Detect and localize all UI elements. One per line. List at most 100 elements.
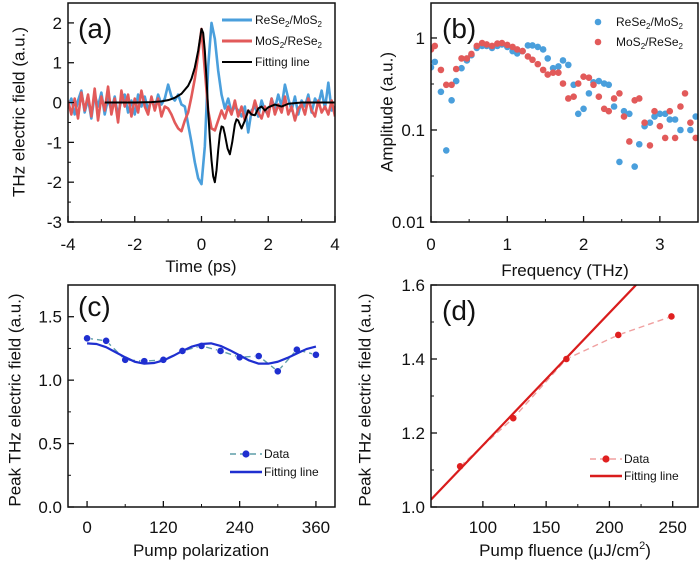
- y-tick-label: 1.6: [401, 276, 425, 295]
- x-tick-label: -2: [127, 235, 142, 254]
- legend-marker: [242, 450, 250, 458]
- y-tick-label: 1: [416, 29, 425, 48]
- axes-frame-b: [430, 2, 699, 223]
- legend-item: Data: [590, 452, 650, 466]
- x-tick-label: 0: [197, 235, 206, 254]
- point-mos2-rese2-49: [677, 103, 684, 110]
- point-mos2-rese2-32: [590, 81, 597, 89]
- point-mos2-rese2-26: [559, 80, 567, 87]
- panel-label: (c): [78, 291, 111, 322]
- x-axis-label: Frequency (THz): [501, 261, 629, 280]
- legend-label: Data: [264, 447, 290, 461]
- point-rese2-mos2-19: [524, 42, 532, 49]
- point-mos2-rese2-46: [661, 134, 669, 142]
- series-data-line: [459, 315, 672, 467]
- y-axis-label: THz electric field (a.u.): [9, 27, 28, 197]
- y-tick-label: 1.2: [401, 424, 425, 443]
- point-rese2-mos2-4: [448, 97, 455, 104]
- legend-swatch: [594, 38, 602, 46]
- point-mos2-rese2-18: [519, 47, 526, 55]
- point-rese2-mos2-51: [692, 113, 698, 120]
- point-data-12: [312, 350, 320, 359]
- point-mos2-rese2-42: [641, 119, 648, 127]
- x-tick-label: 120: [149, 518, 177, 537]
- point-mos2-rese2-23: [544, 71, 552, 78]
- point-mos2-rese2-17: [513, 46, 521, 53]
- x-axis-label: Pump polarization: [133, 541, 269, 560]
- point-mos2-rese2-28: [570, 93, 577, 101]
- point-mos2-rese2-50: [681, 90, 689, 97]
- y-tick-label: 1.5: [38, 308, 62, 327]
- point-mos2-rese2-47: [666, 107, 674, 115]
- point-rese2-mos2-39: [626, 110, 633, 118]
- point-mos2-rese2-33: [595, 93, 603, 101]
- point-rese2-mos2-49: [677, 126, 684, 134]
- point-mos2-rese2-20: [529, 56, 536, 64]
- y-tick-label: 0.01: [392, 213, 425, 232]
- point-data-4: [667, 312, 676, 321]
- x-tick-label: 1: [503, 235, 512, 254]
- point-rese2-mos2-44: [651, 113, 658, 120]
- point-rese2-mos2-48: [671, 116, 679, 123]
- legend-item: Fitting line: [222, 55, 310, 69]
- point-mos2-rese2-24: [549, 69, 557, 76]
- point-mos2-rese2-35: [605, 107, 613, 115]
- legend-item: Fitting line: [590, 469, 679, 483]
- point-mos2-rese2-3: [442, 81, 450, 89]
- point-mos2-rese2-51: [687, 119, 694, 127]
- y-tick-label: -1: [47, 133, 62, 152]
- legend-label: MoS2/ReSe2: [616, 35, 684, 51]
- point-mos2-rese2-37: [616, 90, 623, 97]
- point-rese2-mos2-29: [574, 110, 582, 118]
- point-rese2-mos2-50: [687, 126, 694, 134]
- x-tick-label: 4: [330, 235, 339, 254]
- legend-c: Data Fitting line: [230, 447, 319, 479]
- point-mos2-rese2-38: [620, 113, 628, 120]
- point-rese2-mos2-33: [595, 77, 603, 85]
- point-rese2-mos2-41: [635, 140, 643, 148]
- x-tick-label: 200: [595, 518, 623, 537]
- y-tick-label: 0.1: [401, 121, 425, 140]
- y-axis-label: Peak THz electric field (a.u.): [355, 293, 374, 506]
- point-mos2-rese2-2: [437, 66, 445, 74]
- legend-label: Fitting line: [624, 469, 679, 483]
- point-rese2-mos2-23: [544, 55, 552, 62]
- legend-label: ReSe2/MoS2: [616, 15, 684, 31]
- legend-item: MoS2/ReSe2: [222, 34, 323, 50]
- legend-item: Fitting line: [230, 465, 319, 479]
- point-mos2-rese2-12: [488, 42, 496, 50]
- legend-label: ReSe2/MoS2: [255, 13, 323, 29]
- point-rese2-mos2-2: [437, 88, 445, 96]
- point-rese2-mos2-43: [646, 119, 654, 127]
- plot-area-b: [431, 39, 698, 170]
- y-tick-label: 1.4: [401, 350, 425, 369]
- y-tick-label: 2: [53, 14, 62, 33]
- point-mos2-rese2-48: [671, 134, 679, 142]
- point-rese2-mos2-22: [539, 46, 547, 53]
- point-rese2-mos2-27: [565, 61, 572, 69]
- legend-b: ReSe2/MoS2 MoS2/ReSe2: [594, 15, 684, 51]
- legend-label: Data: [624, 452, 650, 466]
- y-tick-label: 1: [53, 54, 62, 73]
- legend-label: Fitting line: [264, 465, 319, 479]
- legend-swatch: [594, 18, 602, 26]
- point-rese2-mos2-36: [610, 103, 618, 110]
- point-mos2-rese2-8: [468, 50, 475, 58]
- x-tick-label: 250: [659, 518, 687, 537]
- plot-area-a: [68, 21, 335, 186]
- point-mos2-rese2-19: [524, 53, 532, 60]
- y-tick-label: -3: [47, 213, 62, 232]
- point-data-0: [83, 334, 91, 343]
- point-mos2-rese2-5: [452, 65, 460, 73]
- panel-label: (b): [442, 13, 476, 44]
- y-tick-label: 0: [53, 94, 62, 113]
- point-mos2-rese2-29: [574, 80, 582, 87]
- point-mos2-rese2-45: [656, 122, 664, 130]
- panel-c: 0 120 240 360 0.0 0.5 1.0 1.5 Peak THz electric …: [5, 284, 336, 560]
- panel-a: -4 -2 0 2 4 -3 -2 -1 0 1 2 THz electric field (a.u.…: [9, 2, 340, 276]
- x-tick-label: 100: [469, 518, 497, 537]
- point-data-1: [102, 336, 111, 345]
- point-rese2-mos2-45: [656, 110, 664, 118]
- y-tick-label: 0.5: [38, 435, 62, 454]
- point-rese2-mos2-26: [559, 57, 567, 64]
